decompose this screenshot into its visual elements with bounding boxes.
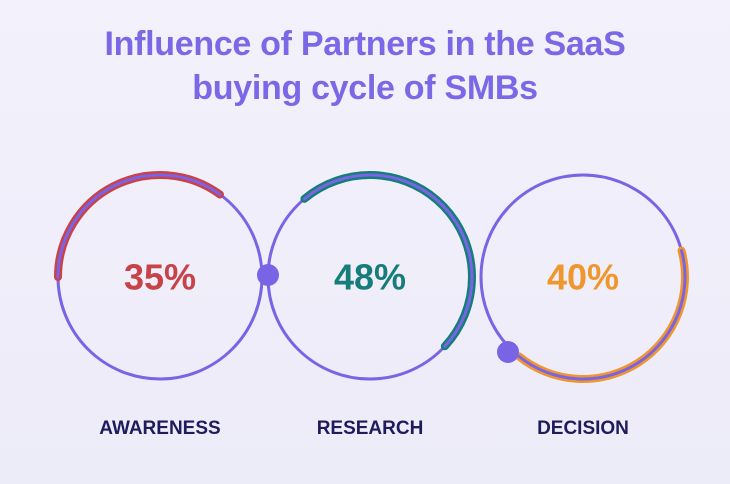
connector-dot-right bbox=[497, 341, 519, 363]
chart-title-line-1: Influence of Partners in the SaaS bbox=[104, 25, 626, 63]
chart-title-line-2: buying cycle of SMBs bbox=[192, 69, 538, 107]
research-percent-label: 48% bbox=[334, 257, 406, 298]
decision-percent-label: 40% bbox=[547, 257, 619, 298]
awareness-progress-arc-core bbox=[56, 173, 222, 279]
awareness-stage-label: AWARENESS bbox=[99, 418, 220, 439]
research-progress-arc-core bbox=[302, 173, 474, 348]
decision-stage-label: DECISION bbox=[537, 418, 629, 439]
connector-dot-left bbox=[257, 264, 279, 286]
connector-dots-group bbox=[257, 264, 519, 363]
decision-progress-arc-core bbox=[517, 249, 687, 381]
chart-title: Influence of Partners in the SaaS buying… bbox=[0, 22, 730, 110]
progress-arcs-group bbox=[54, 171, 689, 383]
research-stage-label: RESEARCH bbox=[317, 418, 424, 439]
awareness-percent-label: 35% bbox=[124, 257, 196, 298]
